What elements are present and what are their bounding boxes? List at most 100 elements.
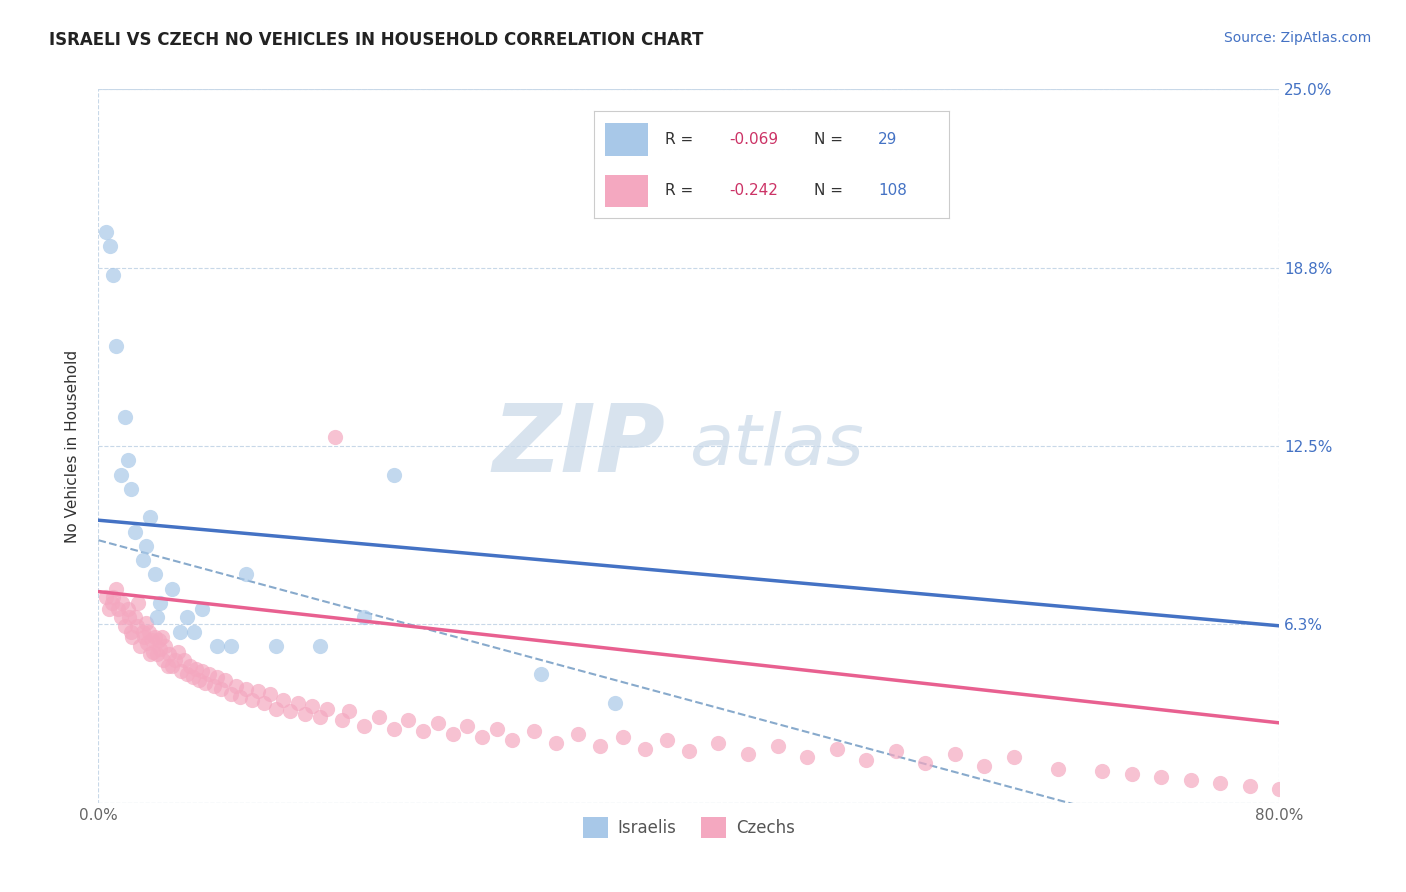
Point	[301, 698, 323, 713]
Point	[110, 610, 132, 624]
Point	[1268, 781, 1291, 796]
Point	[209, 681, 232, 696]
Point	[1046, 762, 1070, 776]
Point	[501, 733, 523, 747]
Point	[427, 715, 450, 730]
Point	[353, 610, 375, 624]
Point	[184, 662, 207, 676]
Point	[111, 596, 134, 610]
Point	[187, 673, 209, 687]
Point	[143, 567, 166, 582]
Point	[176, 667, 198, 681]
Point	[97, 601, 120, 615]
Point	[149, 596, 172, 610]
Point	[162, 582, 183, 596]
Point	[136, 636, 159, 650]
Point	[105, 339, 128, 353]
Text: ZIP: ZIP	[492, 400, 665, 492]
Point	[169, 624, 191, 639]
Point	[167, 644, 190, 658]
Point	[567, 727, 589, 741]
Point	[235, 567, 257, 582]
Point	[162, 658, 183, 673]
Point	[146, 648, 169, 662]
Point	[134, 630, 156, 644]
Point	[183, 624, 205, 639]
Point	[103, 268, 125, 282]
Point	[152, 653, 174, 667]
Point	[105, 582, 128, 596]
Point	[191, 665, 214, 679]
Point	[153, 639, 176, 653]
Point	[229, 690, 252, 705]
Point	[382, 467, 405, 482]
Point	[382, 722, 405, 736]
Point	[264, 701, 287, 715]
Point	[323, 430, 346, 444]
Point	[523, 724, 546, 739]
Point	[486, 722, 509, 736]
Point	[796, 750, 818, 764]
Point	[135, 539, 157, 553]
Point	[471, 730, 494, 744]
Point	[194, 676, 217, 690]
Point	[309, 639, 332, 653]
Point	[214, 673, 236, 687]
Point	[707, 736, 730, 750]
Point	[202, 679, 225, 693]
Point	[176, 610, 198, 624]
Point	[612, 730, 634, 744]
Point	[240, 693, 263, 707]
Point	[280, 705, 302, 719]
Point	[132, 553, 155, 567]
Point	[173, 653, 195, 667]
Point	[205, 670, 228, 684]
Point	[457, 719, 479, 733]
Point	[103, 591, 125, 605]
Point	[143, 630, 166, 644]
Point	[678, 744, 700, 758]
Point	[309, 710, 332, 724]
Text: atlas: atlas	[689, 411, 863, 481]
Point	[339, 705, 361, 719]
Point	[294, 707, 316, 722]
Point	[127, 596, 149, 610]
Point	[766, 739, 789, 753]
Text: ISRAELI VS CZECH NO VEHICLES IN HOUSEHOLD CORRELATION CHART: ISRAELI VS CZECH NO VEHICLES IN HOUSEHOL…	[49, 31, 703, 49]
Point	[120, 482, 142, 496]
Point	[150, 630, 173, 644]
Point	[246, 684, 269, 698]
Point	[589, 739, 612, 753]
Point	[139, 648, 162, 662]
Point	[943, 747, 966, 762]
Point	[1150, 770, 1173, 784]
Point	[117, 453, 139, 467]
Point	[114, 410, 136, 425]
Point	[138, 624, 160, 639]
Point	[107, 601, 129, 615]
Point	[181, 670, 204, 684]
Point	[1239, 779, 1261, 793]
Point	[634, 741, 657, 756]
Point	[110, 467, 132, 482]
Point	[1121, 767, 1143, 781]
Point	[398, 713, 420, 727]
Point	[117, 601, 139, 615]
Point	[170, 665, 193, 679]
Point	[973, 758, 995, 772]
Point	[205, 639, 228, 653]
Point	[94, 225, 117, 239]
Point	[124, 610, 146, 624]
Point	[605, 696, 627, 710]
Point	[353, 719, 375, 733]
Point	[441, 727, 464, 741]
Point	[221, 639, 243, 653]
Point	[546, 736, 568, 750]
Point	[146, 610, 169, 624]
Point	[1091, 764, 1114, 779]
Point	[132, 624, 155, 639]
Point	[125, 619, 148, 633]
Point	[412, 724, 434, 739]
Point	[98, 239, 121, 253]
Point	[221, 687, 243, 701]
